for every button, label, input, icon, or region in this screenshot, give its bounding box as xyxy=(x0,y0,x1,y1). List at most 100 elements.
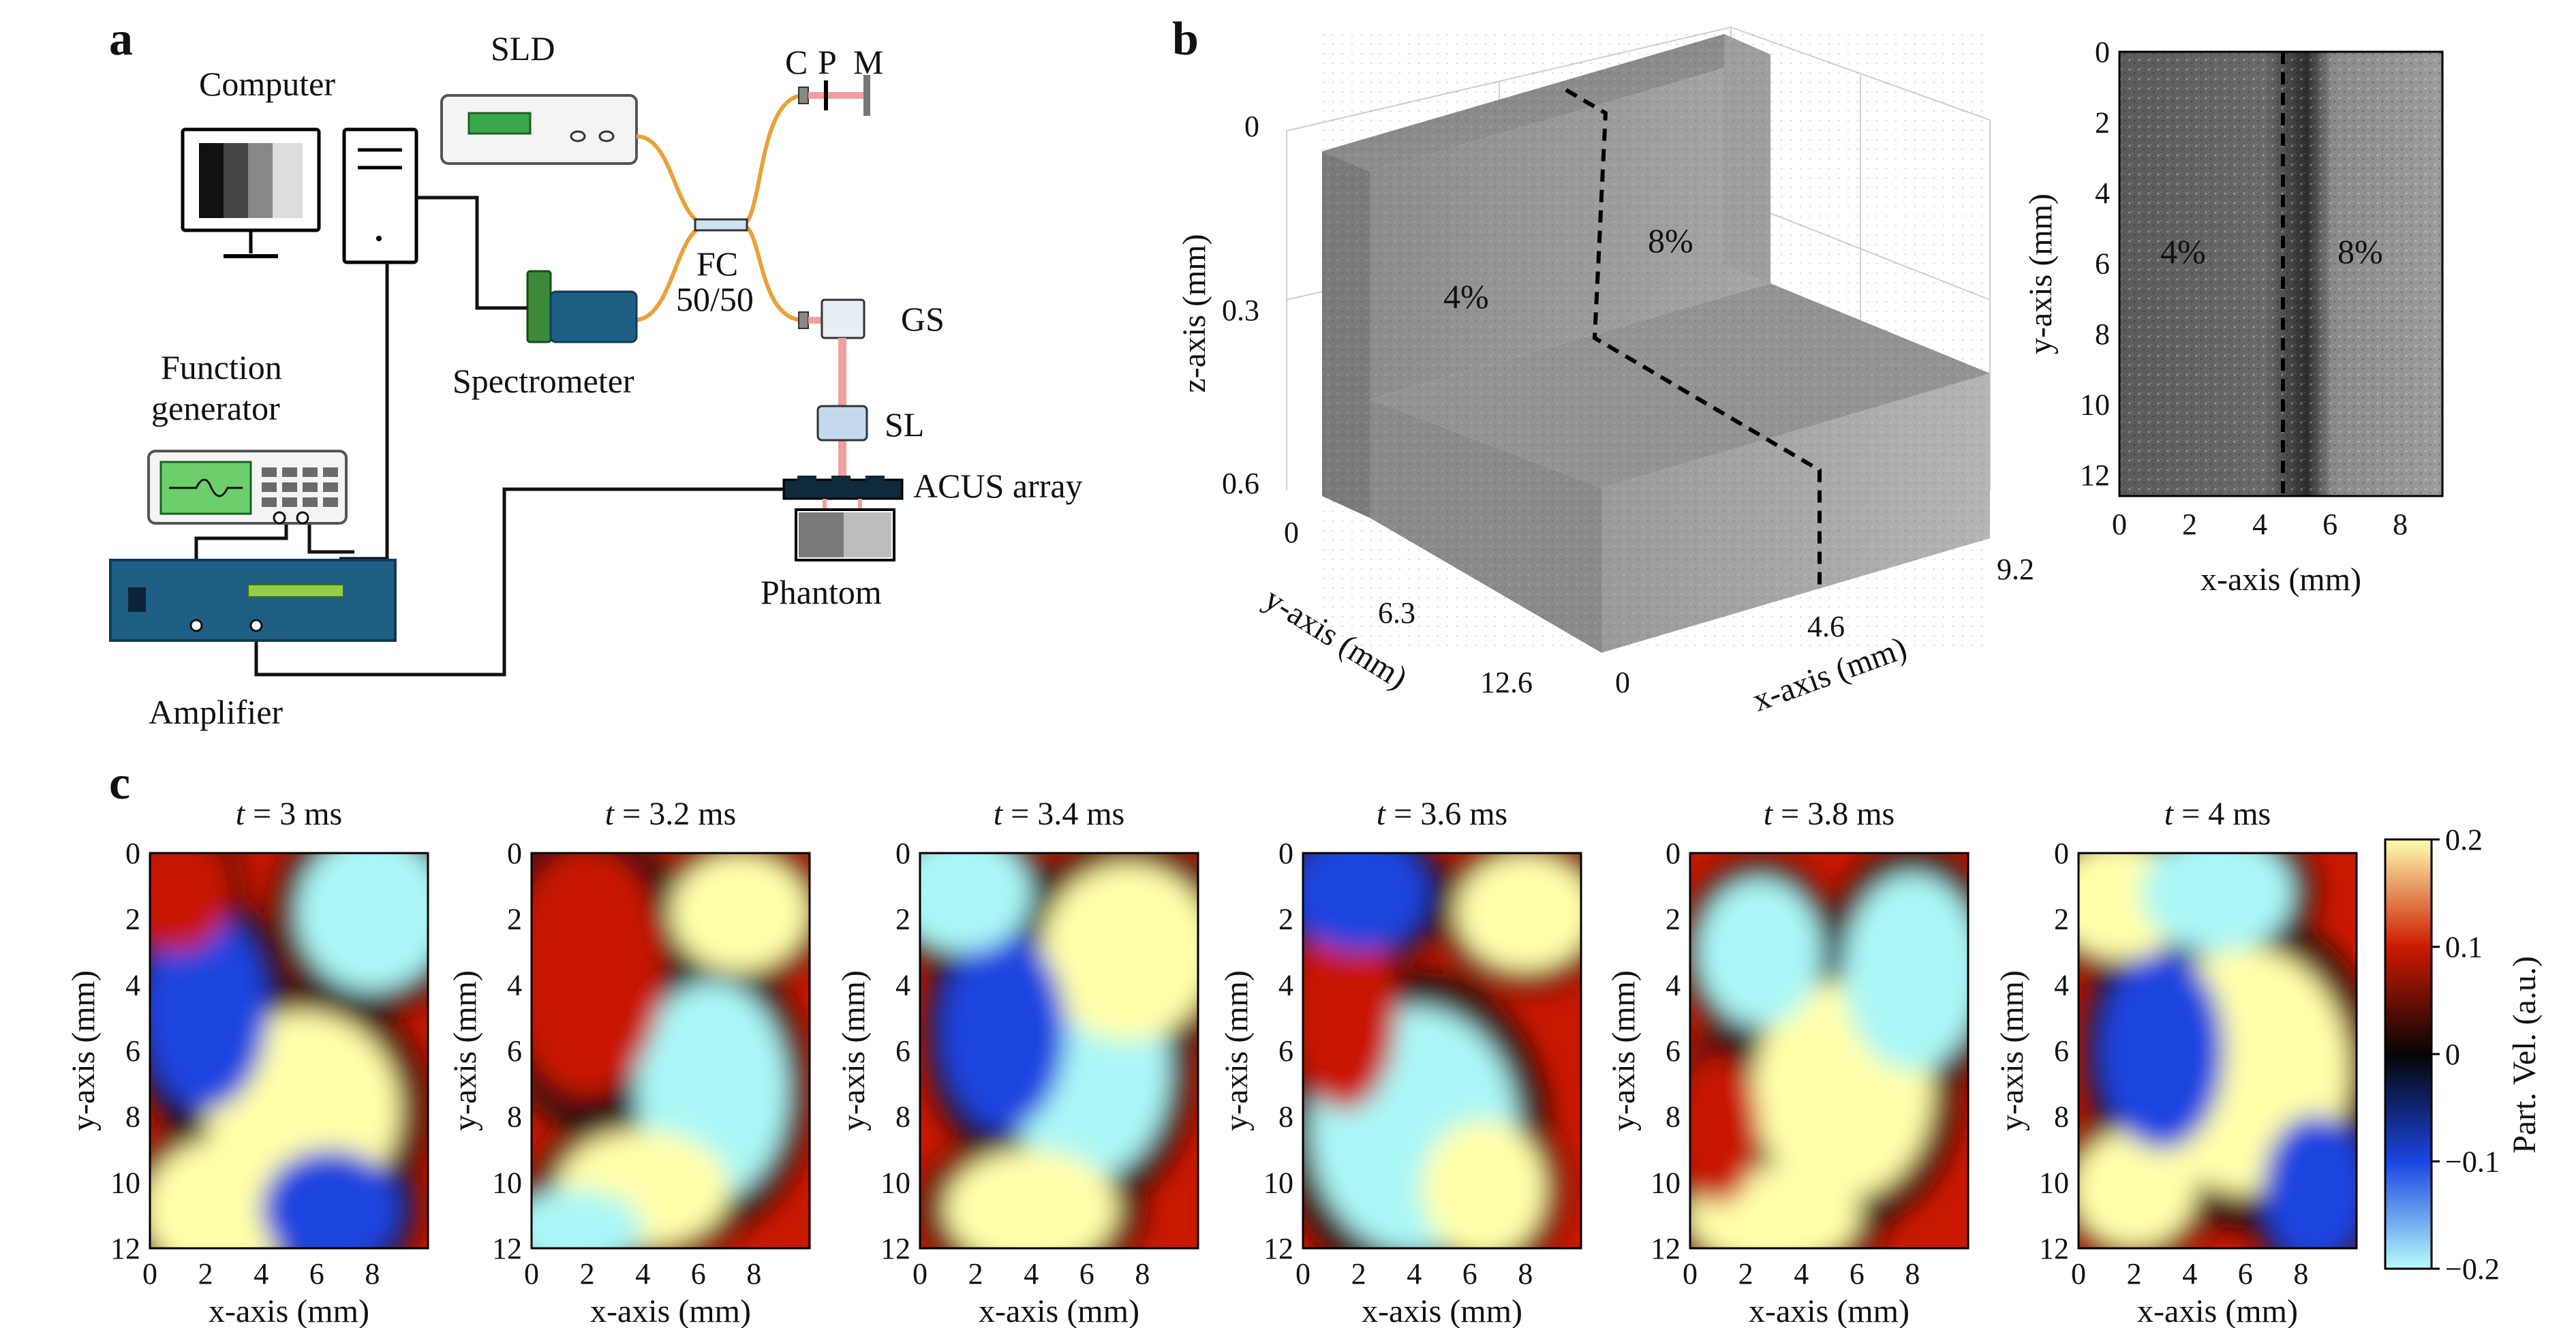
acus-array xyxy=(782,476,904,510)
map-y-tick: 4 xyxy=(2054,968,2069,1002)
map-y-tick: 4 xyxy=(1278,968,1293,1002)
map-y-tick: 0 xyxy=(1666,837,1681,870)
panel-label-c: c xyxy=(109,757,130,809)
map-x-tick: 8 xyxy=(2293,1257,2308,1291)
y3d-tick-1: 6.3 xyxy=(1378,596,1415,630)
map-y-tick: 12 xyxy=(2039,1232,2069,1265)
label-p: P xyxy=(818,43,837,81)
map-y-tick: 10 xyxy=(880,1166,910,1199)
amplifier-device xyxy=(109,559,397,642)
map-x-tick: 6 xyxy=(309,1257,324,1291)
enface-x-axis-label: x-axis (mm) xyxy=(2201,561,2361,598)
map-x-tick: 6 xyxy=(1079,1257,1094,1291)
label-amplifier: Amplifier xyxy=(149,693,283,731)
map-x-tick: 4 xyxy=(2182,1257,2197,1291)
enface-x-tick: 4 xyxy=(2252,508,2267,541)
map-y-axis-label: y-axis (mm) xyxy=(65,970,102,1131)
x3d-tick-2: 9.2 xyxy=(1997,553,2034,586)
map-y-tick: 10 xyxy=(110,1166,140,1199)
map-x-axis-label: x-axis (mm) xyxy=(209,1293,369,1328)
map-x-tick: 8 xyxy=(365,1257,380,1291)
spectrometer-device xyxy=(526,270,638,343)
map-x-tick: 2 xyxy=(198,1257,213,1291)
enface-y-tick: 12 xyxy=(2080,459,2110,492)
map-y-tick: 8 xyxy=(125,1100,140,1134)
map-title: t = 4 ms xyxy=(2164,796,2271,832)
z-tick-0: 0 xyxy=(1244,110,1259,143)
enface-y-axis-label: y-axis (mm) xyxy=(2023,194,2059,354)
map-y-axis-label: y-axis (mm) xyxy=(1606,970,1642,1131)
colorbar-tick: −0.2 xyxy=(2445,1252,2500,1286)
enface-x-tick: 8 xyxy=(2393,508,2408,541)
fiber-coupler xyxy=(694,218,748,232)
map-x-tick: 2 xyxy=(1738,1257,1753,1291)
colorbar-tick: 0.2 xyxy=(2445,823,2483,856)
map-x-tick: 4 xyxy=(1794,1257,1809,1291)
map-y-tick: 10 xyxy=(492,1166,522,1199)
colorbar-label: Part. Vel. (a.u.) xyxy=(2506,956,2543,1154)
map-y-tick: 10 xyxy=(1263,1166,1293,1199)
map-y-tick: 0 xyxy=(507,837,522,870)
map-x-tick: 2 xyxy=(968,1257,983,1291)
map-y-tick: 0 xyxy=(2054,837,2069,870)
map-y-tick: 6 xyxy=(895,1034,910,1068)
map-y-tick: 6 xyxy=(1666,1034,1681,1068)
enface-y-tick: 4 xyxy=(2095,176,2110,210)
map-x-axis-label: x-axis (mm) xyxy=(979,1293,1139,1328)
map-y-axis-label: y-axis (mm) xyxy=(1994,970,2030,1131)
map-y-tick: 10 xyxy=(1651,1166,1681,1199)
enface-x-tick: 6 xyxy=(2322,508,2337,541)
map-y-tick: 8 xyxy=(1278,1100,1293,1134)
colorbar: 0.2 0.1 0 −0.1 −0.2 Part. Vel. (a.u.) xyxy=(2384,823,2543,1286)
volume-label-4pct: 4% xyxy=(1443,277,1489,315)
map-y-tick: 12 xyxy=(110,1232,140,1265)
label-gs: GS xyxy=(901,300,945,338)
map-y-tick: 8 xyxy=(1666,1100,1681,1134)
map-x-tick: 2 xyxy=(580,1257,595,1291)
map-x-axis-label: x-axis (mm) xyxy=(1362,1293,1522,1328)
enface-label-4pct: 4% xyxy=(2160,232,2206,271)
label-generator: generator xyxy=(151,389,280,427)
map-x-tick: 8 xyxy=(746,1257,761,1291)
map-x-tick: 6 xyxy=(1850,1257,1865,1291)
map-y-tick: 12 xyxy=(1263,1232,1293,1265)
map-y-tick: 2 xyxy=(1278,903,1293,936)
label-acus: ACUS array xyxy=(913,467,1083,505)
panel-b-enface: 4% 8% 0 2 4 6 8 10 12 0 2 4 6 8 y-axis (mm) x-axis… xyxy=(2023,35,2444,598)
map-y-tick: 0 xyxy=(1278,837,1293,870)
enface-y-tick: 6 xyxy=(2095,247,2110,280)
map-y-tick: 12 xyxy=(880,1232,910,1265)
label-function: Function xyxy=(161,348,282,386)
colorbar-tick: 0 xyxy=(2445,1038,2460,1071)
enface-y-tick: 0 xyxy=(2095,35,2110,69)
map-y-tick: 4 xyxy=(895,968,910,1002)
x3d-tick-0: 0 xyxy=(1615,666,1630,699)
label-fc-ratio: 50/50 xyxy=(676,280,754,318)
map-y-tick: 0 xyxy=(895,837,910,870)
z-tick-2: 0.6 xyxy=(1222,467,1259,500)
map-y-tick: 10 xyxy=(2039,1166,2069,1199)
map-y-axis-label: y-axis (mm) xyxy=(1218,970,1255,1131)
panel-label-b: b xyxy=(1172,13,1199,65)
panel-label-a: a xyxy=(109,13,133,65)
map-title: t = 3.8 ms xyxy=(1764,796,1895,832)
map-y-axis-label: y-axis (mm) xyxy=(835,970,872,1131)
map-y-tick: 8 xyxy=(895,1100,910,1134)
x3d-tick-1: 4.6 xyxy=(1807,610,1845,643)
map-y-tick: 8 xyxy=(2054,1100,2069,1134)
map-x-tick: 6 xyxy=(1462,1257,1477,1291)
map-x-tick: 0 xyxy=(142,1257,157,1291)
map-y-tick: 6 xyxy=(125,1034,140,1068)
boundary-dashed-line xyxy=(1565,88,1822,585)
enface-y-tick: 2 xyxy=(2095,106,2110,139)
y3d-tick-2: 12.6 xyxy=(1480,666,1533,699)
label-spectrometer: Spectrometer xyxy=(453,362,634,400)
map-y-tick: 2 xyxy=(125,903,140,936)
map-x-tick: 4 xyxy=(1407,1257,1422,1291)
reference-arm xyxy=(798,75,870,116)
